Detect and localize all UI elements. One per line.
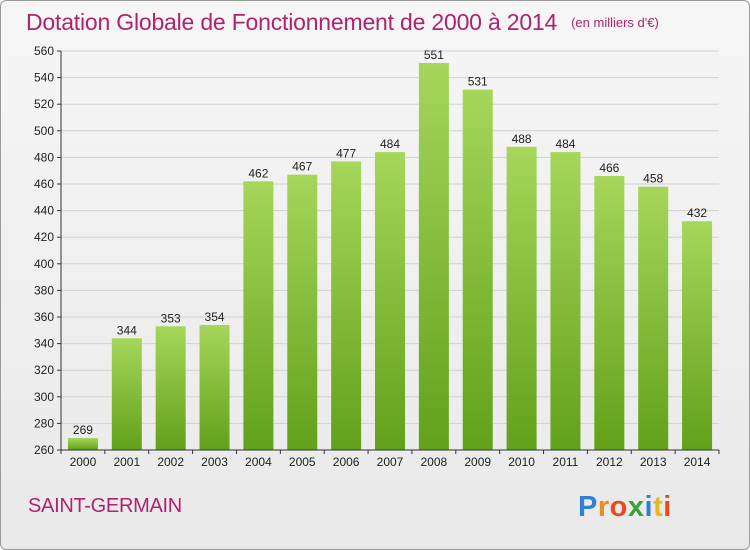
x-tick-label-2005: 2005 [289, 455, 316, 469]
x-tick-label-2002: 2002 [157, 455, 184, 469]
chart-title-text: Dotation Globale de Fonctionnement de 20… [26, 9, 558, 35]
x-tick-label-2008: 2008 [421, 455, 448, 469]
data-label-2002: 353 [161, 311, 181, 325]
data-label-2010: 488 [512, 132, 532, 146]
x-tick-label-2004: 2004 [245, 455, 272, 469]
axes: 260 280 300 320 340 360 380 400 420 440 460 480 500 5… [34, 44, 720, 469]
data-label-2009: 531 [468, 75, 488, 89]
bar-2001 [111, 338, 142, 450]
data-label-2011: 484 [555, 137, 575, 151]
x-tick-label-2011: 2011 [553, 455, 579, 469]
data-label-2004: 462 [248, 166, 268, 180]
data-label-2007: 484 [380, 137, 400, 151]
y-tick-label: 500 [34, 124, 54, 138]
bar-2011 [550, 152, 581, 450]
y-tick-label: 400 [34, 257, 54, 271]
bar-2003 [199, 324, 230, 450]
y-tick-label: 420 [34, 230, 54, 244]
x-tick-label-2007: 2007 [377, 455, 404, 469]
bar-2012 [594, 176, 625, 450]
commune-name: SAINT-GERMAIN [28, 495, 182, 517]
y-tick-label: 440 [34, 204, 54, 218]
bar-2014 [682, 221, 713, 450]
x-tick-label-2014: 2014 [684, 455, 711, 469]
bar-2006 [331, 161, 362, 450]
y-tick-label: 300 [34, 390, 54, 404]
x-tick-label-2001: 2001 [113, 455, 140, 469]
data-label-2008: 551 [424, 48, 444, 62]
bar-2004 [243, 181, 274, 450]
data-label-2003: 354 [205, 310, 225, 324]
data-label-2006: 477 [336, 146, 356, 160]
y-tick-label: 480 [34, 150, 54, 164]
bar-2008 [418, 62, 449, 450]
x-tick-label-2000: 2000 [70, 455, 97, 469]
bar-2000 [67, 438, 98, 450]
data-label-2000: 269 [73, 423, 93, 437]
bar-2010 [506, 146, 537, 450]
y-tick-label: 260 [34, 443, 54, 457]
y-tick-label: 320 [34, 363, 54, 377]
bar-2013 [638, 186, 669, 450]
bar-2009 [462, 89, 493, 450]
data-label-2005: 467 [292, 160, 312, 174]
y-tick-label: 340 [34, 337, 54, 351]
x-tick-label-2003: 2003 [201, 455, 228, 469]
data-label-2012: 466 [599, 161, 619, 175]
data-label-2013: 458 [643, 172, 663, 186]
svg-text:Proxiti: Proxiti [578, 491, 672, 523]
y-tick-label: 540 [34, 71, 54, 85]
chart-title: Dotation Globale de Fonctionnement de 20… [26, 9, 659, 37]
y-tick-label: 360 [34, 310, 54, 324]
bar-2005 [287, 174, 318, 450]
chart-unit: (en milliers d'€) [571, 15, 659, 30]
proxiti-logo: Proxiti [578, 491, 672, 523]
bar-2002 [155, 326, 186, 450]
bar-2007 [375, 152, 405, 450]
data-label-2001: 344 [117, 323, 137, 337]
y-tick-label: 460 [34, 177, 54, 191]
y-tick-label: 380 [34, 283, 54, 297]
bars: 269 344 353 354 462 467 477 484 551 531 488 484 466 4… [67, 48, 713, 450]
y-tick-label: 520 [34, 97, 54, 111]
x-tick-label-2009: 2009 [464, 455, 491, 469]
x-tick-label-2006: 2006 [333, 455, 360, 469]
y-tick-label: 560 [34, 44, 54, 58]
x-tick-label-2012: 2012 [596, 455, 623, 469]
x-tick-label-2013: 2013 [640, 455, 667, 469]
y-tick-label: 280 [34, 416, 54, 430]
data-label-2014: 432 [687, 206, 707, 220]
x-tick-label-2010: 2010 [508, 455, 535, 469]
